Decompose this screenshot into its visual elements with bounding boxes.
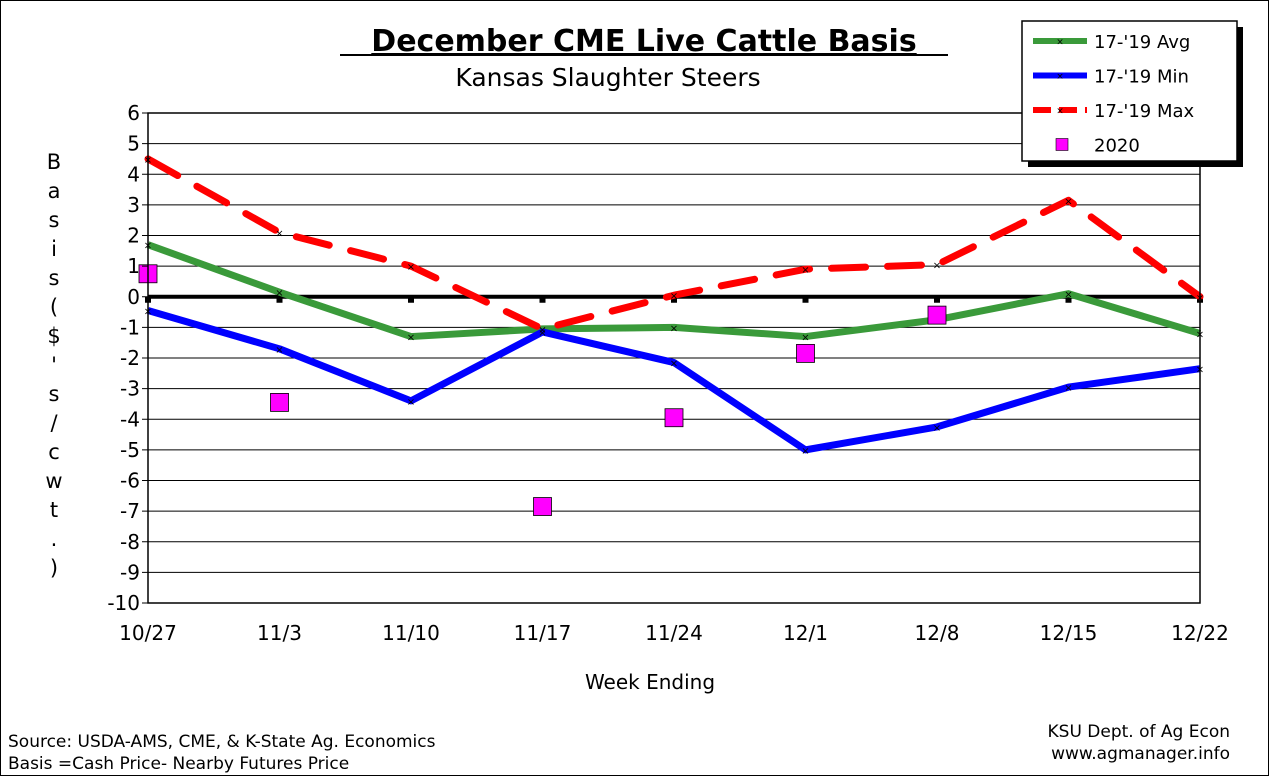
- chart-subtitle: Kansas Slaughter Steers: [455, 63, 760, 92]
- y-label-char: B: [47, 150, 61, 174]
- series-point-marker: ×: [670, 323, 678, 334]
- y-tick-label: -5: [120, 438, 140, 462]
- legend-point-marker: ×: [1056, 72, 1064, 82]
- legend-label: 17-'19 Min: [1094, 67, 1189, 88]
- series-point-marker: ×: [275, 288, 283, 299]
- x-tick-label: 12/1: [783, 621, 828, 645]
- footnote-dept: KSU Dept. of Ag Econ: [1048, 722, 1230, 742]
- x-tick-label: 12/8: [915, 621, 960, 645]
- y-tick-label: -7: [120, 499, 140, 523]
- y-axis-label: Basis($'s/cwt.): [45, 150, 62, 580]
- series-point-marker: ×: [801, 446, 809, 457]
- legend: × 17-'19 Avg × 17-'19 Min × 17-'19 Max 2020: [1021, 20, 1243, 167]
- x-tick-label: 11/17: [514, 621, 572, 645]
- series-point-marker: ×: [933, 261, 941, 272]
- chart-title: December CME Live Cattle Basis: [371, 24, 916, 59]
- series-lines: ×××××××××××××××××××××××××××: [144, 155, 1204, 457]
- legend-label: 17-'19 Max: [1094, 101, 1195, 122]
- marker-2020: [533, 497, 552, 516]
- series-point-marker: ×: [1064, 290, 1072, 301]
- y-tick-labels: 6 5 4 3 2 1 0 -1 -2 -3 -4 -5 -6 -7 -8 -9 -10: [107, 101, 140, 615]
- y-label-char: $: [47, 324, 60, 348]
- series-point-marker: ×: [538, 328, 546, 339]
- footnote-website: www.agmanager.info: [1051, 744, 1230, 764]
- x-tick-label: 10/27: [119, 621, 177, 645]
- legend-label: 17-'19 Avg: [1094, 32, 1190, 53]
- y-tick-label: 3: [127, 193, 140, 217]
- x-tick-label: 11/24: [645, 621, 703, 645]
- x-tick-label: 11/3: [257, 621, 302, 645]
- x-tick-labels: 10/27 11/3 11/10 11/17 11/24 12/1 12/8 12/15 12/…: [119, 621, 1229, 645]
- y-tick-label: -9: [120, 560, 140, 584]
- y-label-char: w: [45, 469, 62, 493]
- series-point-marker: ×: [407, 397, 415, 408]
- y-tick-label: 0: [127, 285, 140, 309]
- series-point-marker: ×: [538, 325, 546, 336]
- y-tick-label: -3: [120, 377, 140, 401]
- series-point-marker: ×: [801, 333, 809, 344]
- legend-point-marker: ×: [1056, 38, 1064, 48]
- y-tick-label: -1: [120, 315, 140, 339]
- series-point-marker: ×: [670, 291, 678, 302]
- series-line-2: [144, 155, 1204, 333]
- y-tick-label: -4: [120, 407, 140, 431]
- zero-tick: [276, 296, 283, 303]
- marker-2020: [796, 344, 815, 363]
- series-point-marker: ×: [275, 345, 283, 356]
- zero-tick: [1065, 296, 1072, 303]
- series-point-marker: ×: [407, 333, 415, 344]
- legend-label: 2020: [1094, 136, 1140, 157]
- y-label-char: a: [48, 179, 61, 203]
- y-label-char: s: [49, 382, 60, 406]
- series-point-marker: ×: [1064, 383, 1072, 394]
- series-line-0: [146, 241, 1202, 341]
- y-tick-label: -10: [107, 591, 140, 615]
- y-label-char: (: [50, 295, 58, 319]
- x-axis-label: Week Ending: [585, 670, 715, 694]
- axes: [142, 112, 1201, 604]
- x-tick-label: 12/22: [1171, 621, 1229, 645]
- zero-tick: [802, 296, 809, 303]
- y-tick-label: 5: [127, 132, 140, 156]
- y-tick-label: 1: [127, 254, 140, 278]
- zero-tick: [408, 296, 414, 303]
- y-tick-label: 4: [127, 162, 140, 186]
- series-line-1: [147, 307, 1201, 454]
- zero-tick: [934, 296, 940, 303]
- series-point-marker: ×: [407, 262, 415, 273]
- series-point-marker: ×: [933, 423, 941, 434]
- legend-box: [1021, 20, 1238, 162]
- y-label-char: .: [51, 527, 58, 551]
- y-label-char: ': [51, 353, 57, 377]
- y-tick-label: -6: [120, 469, 140, 493]
- marker-2020: [664, 408, 684, 428]
- x-tick-label: 11/10: [382, 621, 440, 645]
- y-label-char: /: [50, 411, 58, 435]
- marker-2020: [927, 305, 947, 325]
- y-label-char: c: [48, 440, 60, 464]
- y-tick-label: 2: [127, 224, 140, 248]
- y-label-char: ): [50, 556, 58, 580]
- plot-area: [147, 112, 1201, 604]
- y-label-char: t: [50, 498, 58, 522]
- y-tick-label: -8: [120, 530, 140, 554]
- series-point-marker: ×: [275, 228, 283, 239]
- footnote-basis: Basis =Cash Price- Nearby Futures Price: [8, 754, 349, 774]
- y-tick-label: -2: [120, 346, 140, 370]
- zero-tick: [671, 296, 677, 303]
- series-point-marker: ×: [1064, 196, 1072, 207]
- legend-marker: [1055, 138, 1069, 151]
- y-label-char: s: [49, 266, 60, 290]
- y-label-char: s: [49, 208, 60, 232]
- series-point-marker: ×: [801, 265, 809, 276]
- series-point-marker: ×: [670, 359, 678, 370]
- legend-point-marker: ×: [1056, 107, 1064, 117]
- footnote-source: Source: USDA-AMS, CME, & K-State Ag. Eco…: [8, 732, 436, 752]
- y-tick-label: 6: [127, 101, 140, 125]
- x-tick-label: 12/15: [1040, 621, 1098, 645]
- y-label-char: i: [51, 237, 57, 261]
- zero-tick: [539, 296, 546, 303]
- marker-2020: [270, 393, 289, 412]
